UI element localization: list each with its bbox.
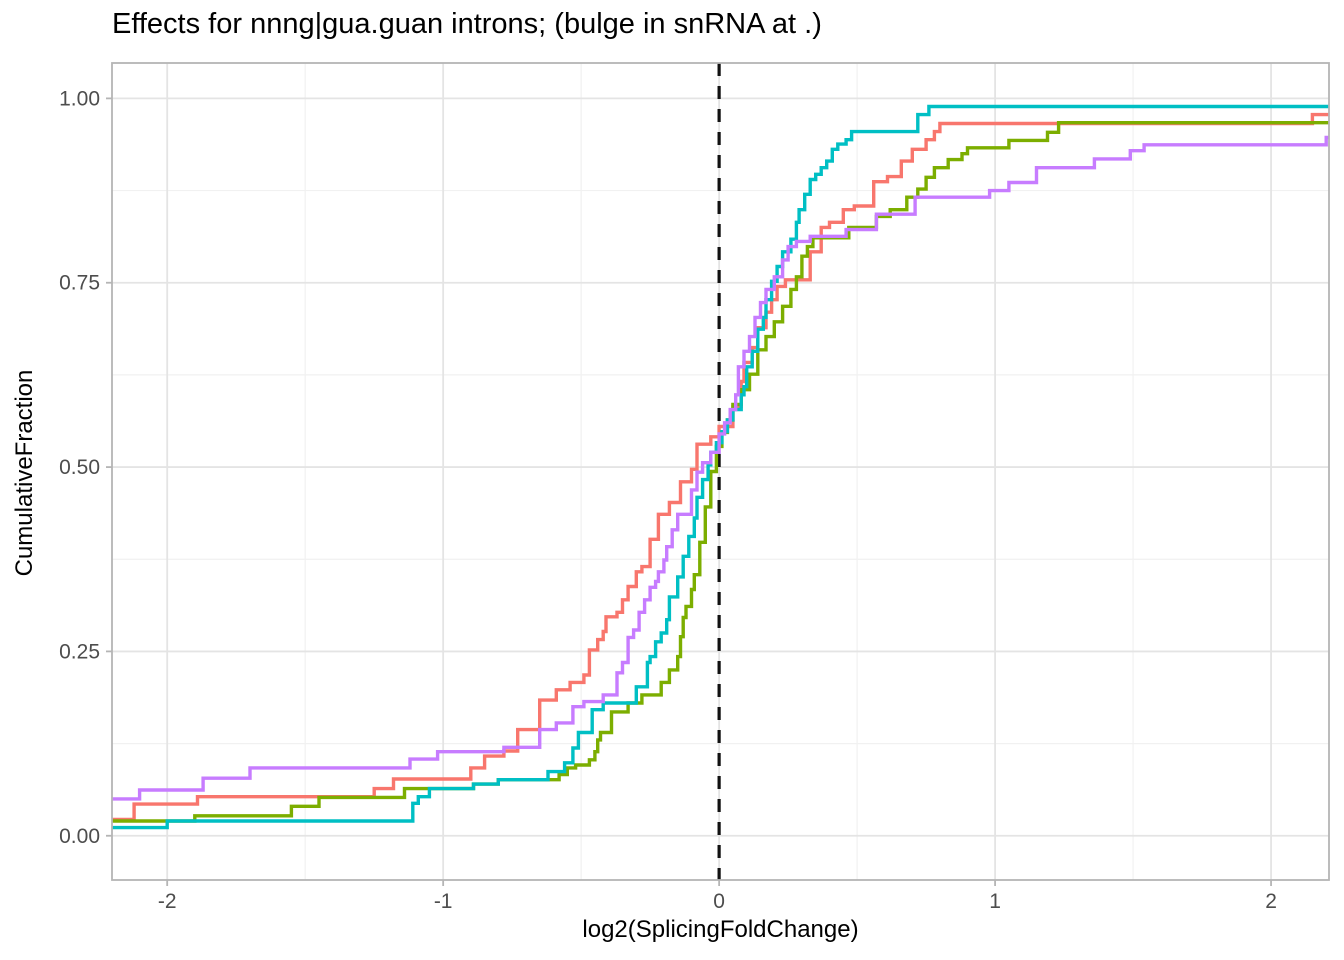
panel-border	[111, 62, 1330, 881]
series-path-salmon	[112, 112, 1329, 822]
x-tick-label: -2	[158, 890, 177, 913]
y-axis-title: CumulativeFraction	[11, 369, 38, 577]
x-tick-label: -1	[434, 890, 453, 913]
x-tick-label: 0	[713, 890, 725, 913]
y-tick-label: 0.25	[59, 640, 100, 663]
chart-title: Effects for nnng|gua.guan introns; (bulg…	[112, 8, 822, 40]
x-tick-label: 2	[1265, 890, 1277, 913]
series-path-olive	[112, 121, 1329, 823]
series-path-teal	[112, 104, 1329, 830]
series-path-orchid	[112, 135, 1329, 801]
y-tick-label: 0.75	[59, 272, 100, 295]
y-tick-label: 0.00	[59, 825, 100, 848]
y-tick-label: 1.00	[59, 87, 100, 110]
x-axis-title: log2(SplicingFoldChange)	[582, 916, 859, 943]
y-tick-label: 0.50	[59, 456, 100, 479]
x-tick-label: 1	[989, 890, 1001, 913]
